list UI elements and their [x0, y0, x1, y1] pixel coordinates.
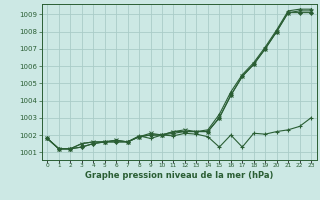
- X-axis label: Graphe pression niveau de la mer (hPa): Graphe pression niveau de la mer (hPa): [85, 171, 273, 180]
